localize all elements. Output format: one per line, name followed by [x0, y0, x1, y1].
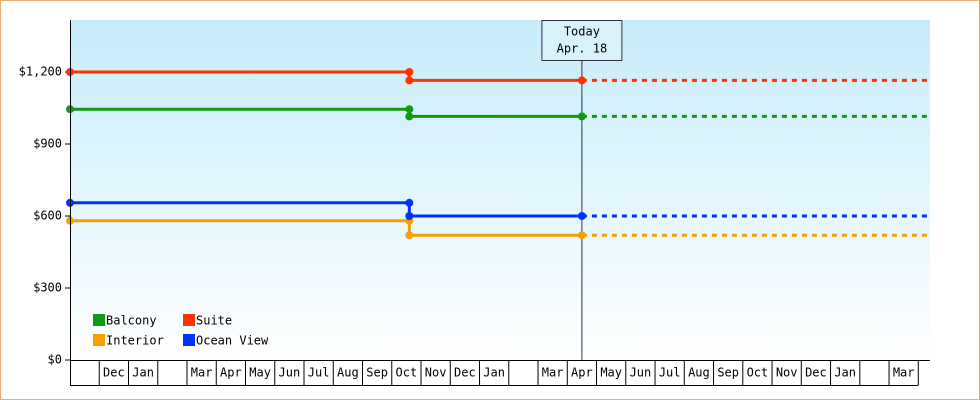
- x-tick-label: Dec: [454, 366, 476, 380]
- legend-label: Suite: [196, 314, 232, 328]
- x-tick-label: Jun: [630, 366, 652, 380]
- x-tick-label: Jun: [279, 366, 301, 380]
- legend-label: Balcony: [106, 314, 157, 328]
- x-tick-label: May: [600, 366, 622, 380]
- x-tick-label: Aug: [688, 366, 710, 380]
- x-tick-label: Mar: [191, 366, 213, 380]
- x-tick-label: Apr: [571, 366, 593, 380]
- plot-area: [70, 20, 930, 360]
- x-tick-label: Mar: [542, 366, 564, 380]
- x-tick-label: Jul: [659, 366, 681, 380]
- x-tick-label: Aug: [337, 366, 359, 380]
- point: [405, 212, 414, 220]
- legend-swatch: [183, 334, 195, 346]
- x-tick-label: Jan: [483, 366, 505, 380]
- series-line: [70, 70, 582, 82]
- x-tick-label: Jan: [132, 366, 154, 380]
- legend-swatch: [93, 314, 105, 326]
- point: [405, 76, 414, 85]
- x-tick-label: Nov: [776, 366, 798, 380]
- today-label: Apr. 18: [557, 42, 608, 56]
- series-line: [70, 219, 582, 237]
- today-box: [541, 20, 623, 61]
- point: [577, 231, 586, 240]
- y-tick-label: $300: [33, 281, 62, 295]
- point: [577, 76, 586, 85]
- x-tick-label: Nov: [425, 366, 447, 380]
- today-label: Today: [564, 25, 600, 39]
- x-tick-label: Apr: [220, 366, 242, 380]
- series-line: [70, 201, 582, 218]
- point: [577, 112, 586, 121]
- point: [405, 198, 414, 207]
- point: [405, 231, 414, 240]
- x-tick-label: Jul: [308, 366, 330, 380]
- legend-swatch: [183, 314, 195, 326]
- point: [405, 68, 414, 76]
- x-tick-label: May: [249, 366, 271, 380]
- x-tick-label: Sep: [717, 366, 739, 380]
- x-tick-label: Dec: [805, 366, 827, 380]
- y-tick-label: $1,200: [19, 65, 62, 79]
- point: [405, 105, 414, 114]
- legend-label: Interior: [106, 334, 164, 348]
- y-tick-label: $0: [48, 353, 62, 367]
- x-tick-label: Mar: [893, 366, 915, 380]
- x-tick-label: Oct: [396, 366, 418, 380]
- x-tick-label: Dec: [103, 366, 125, 380]
- y-tick-label: $900: [33, 137, 62, 151]
- x-tick-label: Oct: [747, 366, 769, 380]
- y-tick-label: $600: [33, 209, 62, 223]
- x-tick-label: Jan: [834, 366, 856, 380]
- legend-swatch: [93, 334, 105, 346]
- x-tick-label: Sep: [366, 366, 388, 380]
- point: [577, 212, 586, 220]
- legend-label: Ocean View: [196, 334, 269, 348]
- point: [405, 112, 414, 121]
